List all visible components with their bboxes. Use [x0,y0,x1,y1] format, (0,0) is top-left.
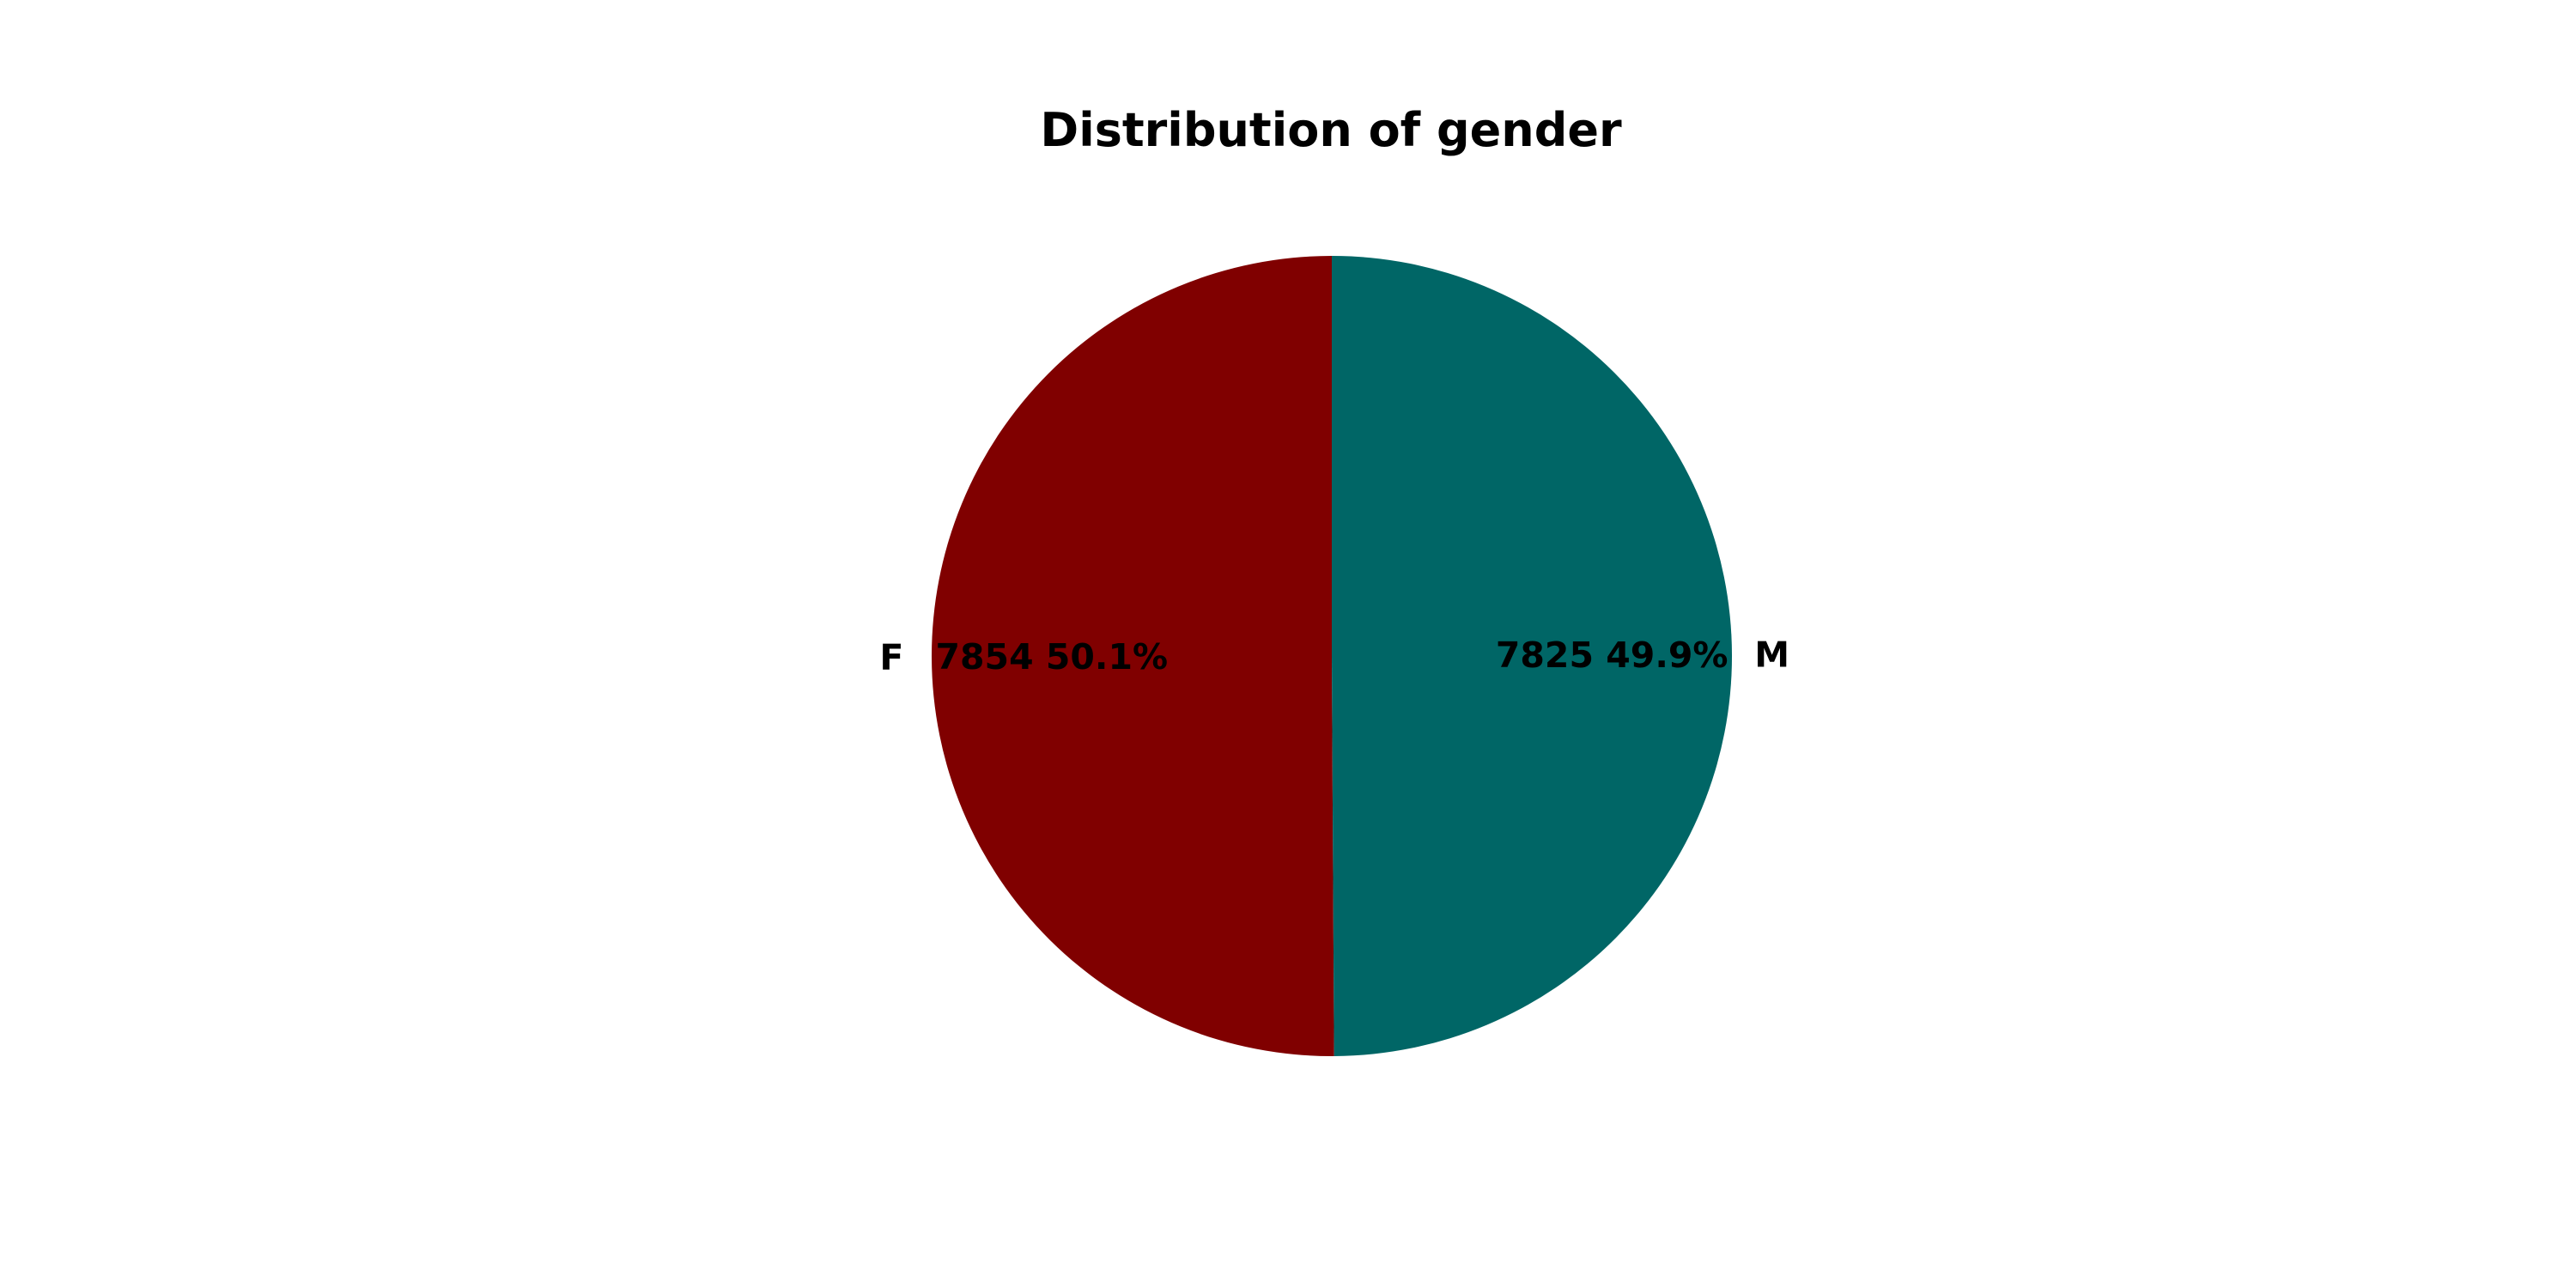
value-label-f: 7854 50.1% [935,636,1168,677]
pie-slice-m [1332,256,1733,1056]
value-label-m: 7825 49.9% [1496,635,1728,676]
slice-label-m: M [1754,635,1789,676]
slice-label-f: F [879,636,903,677]
chart-title: Distribution of gender [1040,103,1622,157]
pie-labels: F 7854 50.1% M 7825 49.9% [879,635,1789,678]
pie-slice-f [932,256,1334,1056]
pie-slices [932,256,1733,1056]
